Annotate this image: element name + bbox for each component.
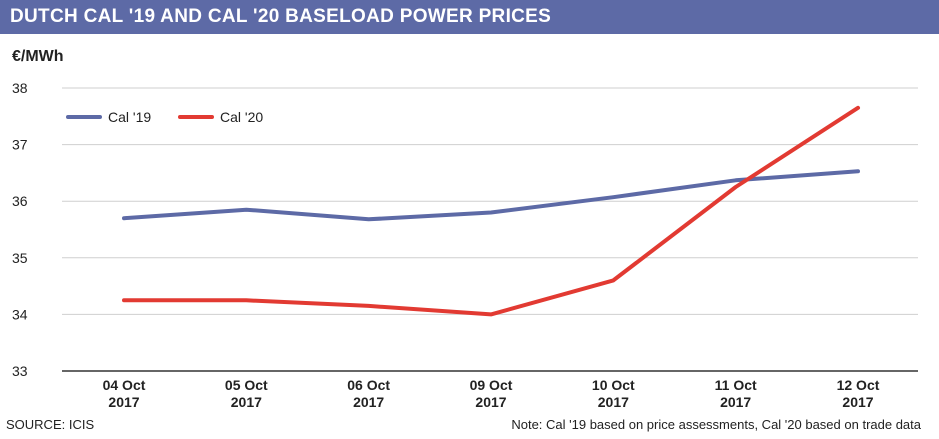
- y-tick-label-36: 36: [12, 193, 28, 209]
- x-tick-label-5-day: 11 Oct: [715, 377, 757, 393]
- x-tick-label-4-year: 2017: [598, 394, 629, 410]
- x-tick-label-6-day: 12 Oct: [837, 377, 880, 393]
- legend-label-0: Cal '19: [108, 109, 151, 125]
- y-tick-label-38: 38: [12, 80, 28, 96]
- y-axis-unit-label: €/MWh: [12, 48, 64, 65]
- y-tick-label-37: 37: [12, 137, 28, 153]
- y-tick-label-35: 35: [12, 250, 28, 266]
- x-tick-label-6-year: 2017: [842, 394, 873, 410]
- x-tick-label-0-day: 04 Oct: [103, 377, 146, 393]
- x-tick-label-4-day: 10 Oct: [592, 377, 635, 393]
- x-tick-label-3-day: 09 Oct: [470, 377, 513, 393]
- y-tick-label-33: 33: [12, 363, 28, 379]
- y-tick-label-34: 34: [12, 306, 28, 322]
- x-tick-label-2-year: 2017: [353, 394, 384, 410]
- x-tick-label-1-year: 2017: [231, 394, 262, 410]
- x-tick-label-1-day: 05 Oct: [225, 377, 268, 393]
- legend-label-1: Cal '20: [220, 109, 263, 125]
- footnote: Note: Cal '19 based on price assessments…: [511, 417, 921, 432]
- x-tick-label-0-year: 2017: [108, 394, 139, 410]
- x-tick-label-3-year: 2017: [475, 394, 506, 410]
- x-tick-label-2-day: 06 Oct: [347, 377, 390, 393]
- source-label: SOURCE: ICIS: [6, 417, 95, 432]
- chart-title: DUTCH CAL '19 AND CAL '20 BASELOAD POWER…: [10, 6, 552, 27]
- header-bar: DUTCH CAL '19 AND CAL '20 BASELOAD POWER…: [0, 0, 939, 34]
- x-tick-label-5-year: 2017: [720, 394, 751, 410]
